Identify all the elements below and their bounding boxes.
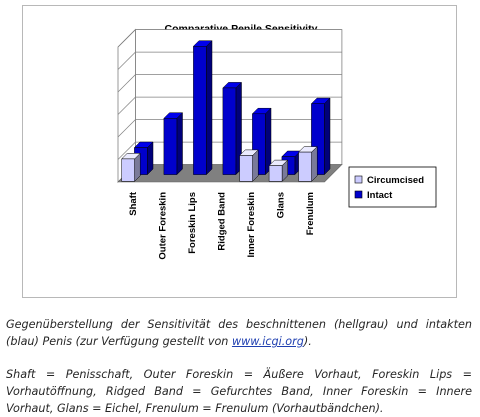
caption-text: Gegenüberstellung der Sensitivität des b… [6, 318, 472, 348]
x-tick-label: Frenulum [305, 192, 316, 235]
gridline [117, 96, 342, 115]
gridline [117, 74, 342, 93]
figure-caption: Gegenüberstellung der Sensitivität des b… [6, 316, 472, 350]
bar-front [268, 165, 283, 182]
bar-front [121, 158, 135, 182]
bar-circumcised [297, 146, 318, 183]
legend-swatch-circumcised [354, 175, 363, 184]
bar-circumcised [238, 149, 259, 183]
gridline [117, 51, 342, 70]
bar-front [298, 151, 312, 182]
chart-frame: Comparative Penile Sensitivity Shaft Oute… [22, 5, 457, 298]
legend: Circumcised Intact [348, 166, 437, 208]
bar-circumcised [268, 159, 289, 183]
legend-label-intact: Intact [367, 190, 393, 201]
legend-swatch-intact [354, 190, 363, 199]
bar-side [176, 112, 183, 176]
bar-side [311, 146, 318, 183]
chart-bars [120, 40, 331, 183]
bar-front [222, 87, 237, 175]
chart-gridlines [117, 29, 342, 160]
x-tick-label: Inner Foreskin [246, 192, 257, 258]
source-link[interactable]: www.icgi.org [231, 335, 304, 348]
bar-intact [222, 81, 243, 176]
term-glossary: Shaft = Penisschaft, Outer Foreskin = Äu… [6, 366, 472, 417]
bar-front [193, 46, 207, 175]
legend-box [348, 166, 437, 208]
chart-svg: Comparative Penile Sensitivity Shaft Oute… [117, 23, 437, 260]
bar-side [206, 40, 213, 176]
gridline [117, 119, 342, 138]
bar-front [239, 155, 253, 182]
x-tick-label: Glans [275, 192, 286, 218]
bar-front [163, 118, 178, 175]
glossary-text: Shaft = Penisschaft, Outer Foreskin = Äu… [6, 368, 472, 415]
x-tick-label: Outer Foreskin [157, 192, 168, 260]
bar-side [324, 97, 331, 176]
gridline [117, 141, 342, 160]
caption-text-end: ). [303, 335, 312, 348]
x-tick-label: Foreskin Lips [187, 192, 198, 254]
bar-intact [192, 40, 213, 176]
legend-label-circumcised: Circumcised [367, 175, 424, 186]
x-tick-label: Shaft [128, 191, 139, 216]
x-tick-label: Ridged Band [216, 192, 227, 251]
gridline [117, 29, 342, 48]
x-axis-labels: Shaft Outer Foreskin Foreskin Lips Ridged B… [128, 191, 316, 259]
bar-intact [163, 112, 184, 176]
bar-circumcised [120, 152, 141, 183]
